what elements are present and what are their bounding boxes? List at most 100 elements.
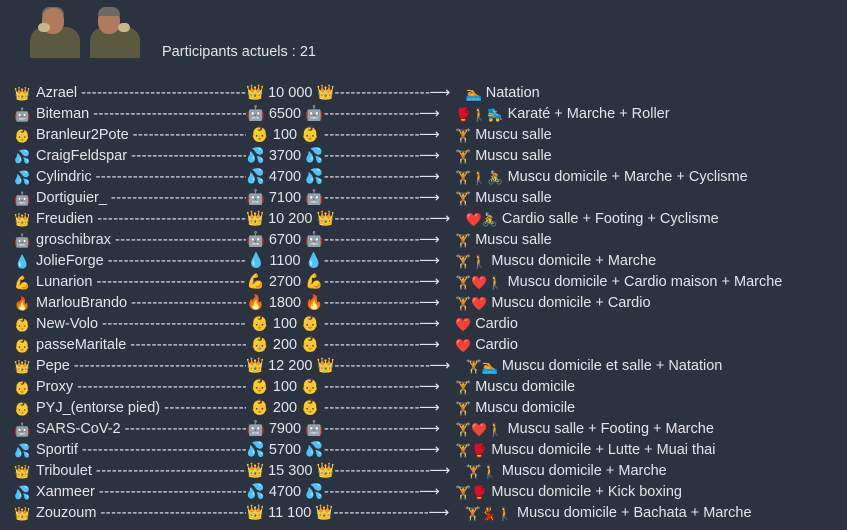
activity-label: Karaté + Marche + Roller bbox=[507, 106, 670, 122]
activity-icons: 🏋️🚶🚴 bbox=[455, 170, 504, 185]
separator-dashes: ----------------------------------------… bbox=[95, 463, 246, 479]
participant-name: Pepe bbox=[36, 358, 70, 374]
score-value: 10 200 bbox=[268, 211, 313, 227]
rank-icon: 💧 bbox=[14, 254, 31, 269]
rank-icon: 👶 bbox=[250, 379, 269, 395]
participant-score: 👶 200 👶 bbox=[246, 398, 324, 419]
rank-icon: 💧 bbox=[247, 253, 266, 269]
activity-icons: 🏋️ bbox=[455, 149, 472, 164]
separator-dashes: ----------------------------------------… bbox=[334, 358, 430, 374]
rank-icon: 👑 bbox=[315, 505, 334, 521]
list-item: 👑Azrael---------------------------------… bbox=[14, 83, 782, 104]
participant-lead: 👶 Branleur2Pote--------------------------… bbox=[14, 125, 246, 146]
rank-icon: 👑 bbox=[246, 505, 265, 521]
rank-icon: 🤖 bbox=[14, 422, 31, 437]
activity-icons: 🏋️💃🚶 bbox=[464, 506, 514, 521]
separator-dashes: ----------------------------------------… bbox=[164, 400, 246, 416]
activity-label: Muscu domicile + Marche + Cyclisme bbox=[507, 169, 748, 185]
list-item: 👑Freudien-------------------------------… bbox=[14, 209, 782, 230]
participant-name: Dortiguier_ bbox=[36, 190, 107, 206]
activity-label: Natation bbox=[485, 85, 540, 101]
activity-icons: ❤️ bbox=[455, 317, 472, 332]
activity-label: Muscu domicile + Kick boxing bbox=[491, 484, 682, 500]
arrow-icon: ⟶ bbox=[419, 148, 440, 164]
activity-label: Muscu domicile bbox=[475, 379, 576, 395]
activity-icons: 🏋️ bbox=[455, 233, 472, 248]
activity-label: Muscu salle bbox=[475, 148, 552, 164]
participant-lead: 🤖 groschibrax----------------------------… bbox=[14, 230, 246, 251]
separator-dashes: ----------------------------------------… bbox=[124, 421, 246, 437]
participant-lead: 👑 Freudien-------------------------------… bbox=[14, 209, 246, 230]
score-value: 7100 bbox=[268, 190, 302, 206]
participant-lead: 👑 Pepe-----------------------------------… bbox=[14, 356, 246, 377]
activity-label: Muscu domicile + Bachata + Marche bbox=[517, 505, 752, 521]
rank-icon: 🔥 bbox=[305, 295, 324, 311]
rank-icon: 💦 bbox=[305, 442, 324, 458]
separator-dashes: ----------------------------------------… bbox=[324, 148, 419, 164]
separator-dashes: ----------------------------------------… bbox=[324, 274, 419, 290]
rank-icon: 🔥 bbox=[14, 296, 31, 311]
arrow-icon: ⟶ bbox=[419, 106, 440, 122]
separator-dashes: ----------------------------------------… bbox=[324, 106, 419, 122]
participant-name: Lunarion bbox=[36, 274, 93, 290]
rank-icon: 👶 bbox=[301, 127, 320, 143]
rank-icon: 💪 bbox=[305, 274, 324, 290]
list-item: 💦Xanmeer--------------------------------… bbox=[14, 482, 782, 503]
participant-name: Cylindric bbox=[36, 169, 92, 185]
participant-name: SARS-CoV-2 bbox=[36, 421, 121, 437]
activity-icons: 🏋️ bbox=[455, 401, 472, 416]
separator-dashes: ----------------------------------------… bbox=[81, 442, 246, 458]
activity-label: Cardio salle + Footing + Cyclisme bbox=[501, 211, 719, 227]
participant-score: 👑 12 200 👑 bbox=[246, 356, 335, 377]
activity-label: Muscu domicile + Cardio bbox=[491, 295, 651, 311]
participant-score: 👶 100 👶 bbox=[246, 377, 324, 398]
participant-score: 🔥 1800 🔥 bbox=[246, 293, 324, 314]
activity-icons: 🏋️ bbox=[455, 128, 472, 143]
activity-label: Muscu domicile + Cardio maison + Marche bbox=[507, 274, 783, 290]
separator-dashes: ----------------------------------------… bbox=[110, 190, 246, 206]
rank-icon: 💦 bbox=[246, 442, 265, 458]
activity-label: Muscu domicile + Marche bbox=[491, 253, 657, 269]
activity-label: Muscu salle bbox=[475, 190, 552, 206]
activity-icons: 🏋️ bbox=[455, 191, 472, 206]
participant-lead: 💦 CraigFeldspar--------------------------… bbox=[14, 146, 246, 167]
separator-dashes: ----------------------------------------… bbox=[93, 106, 246, 122]
participant-score: 👑 10 200 👑 bbox=[246, 209, 335, 230]
separator-dashes: ----------------------------------------… bbox=[107, 253, 246, 269]
participant-lead: 💪 Lunarion-------------------------------… bbox=[14, 272, 246, 293]
separator-dashes: ----------------------------------------… bbox=[131, 148, 246, 164]
participant-name: Zouzoum bbox=[36, 505, 97, 521]
participant-name: groschibrax bbox=[36, 232, 111, 248]
participant-lead: 👶 New-Volo-------------------------------… bbox=[14, 314, 246, 335]
participant-lead: 👶 Proxy----------------------------------… bbox=[14, 377, 246, 398]
score-value: 200 bbox=[272, 337, 298, 353]
participant-name: MarlouBrando bbox=[36, 295, 128, 311]
activity-label: Cardio bbox=[475, 316, 518, 332]
score-value: 100 bbox=[272, 379, 298, 395]
list-item: 🔥MarlouBrando---------------------------… bbox=[14, 293, 782, 314]
participant-lead: 👑 Triboulet------------------------------… bbox=[14, 461, 246, 482]
participant-score: 👑 11 100 👑 bbox=[246, 503, 333, 524]
separator-dashes: ----------------------------------------… bbox=[334, 211, 430, 227]
separator-dashes: ----------------------------------------… bbox=[334, 85, 430, 101]
arrow-icon: ⟶ bbox=[419, 337, 440, 353]
separator-dashes: ----------------------------------------… bbox=[132, 127, 246, 143]
participant-score: 👶 200 👶 bbox=[246, 335, 324, 356]
separator-dashes: ----------------------------------------… bbox=[97, 211, 246, 227]
rank-icon: 💧 bbox=[304, 253, 323, 269]
activity-icons: 🥊🚶🛼 bbox=[455, 107, 504, 122]
participant-score: 💦 4700 💦 bbox=[246, 167, 324, 188]
arrow-icon: ⟶ bbox=[419, 421, 440, 437]
participant-name: CraigFeldspar bbox=[36, 148, 128, 164]
rank-icon: 👶 bbox=[14, 380, 31, 395]
rank-icon: 💦 bbox=[14, 485, 31, 500]
separator-dashes: ----------------------------------------… bbox=[324, 484, 419, 500]
activity-icons: 🏋️🥊 bbox=[455, 485, 488, 500]
rank-icon: 👶 bbox=[14, 401, 31, 416]
score-value: 7900 bbox=[268, 421, 302, 437]
participant-score: 💪 2700 💪 bbox=[246, 272, 324, 293]
rank-icon: 💦 bbox=[246, 169, 265, 185]
activity-label: Muscu domicile bbox=[475, 400, 576, 416]
list-item: 👶passeMaritale--------------------------… bbox=[14, 335, 782, 356]
activity-label: Muscu salle + Footing + Marche bbox=[507, 421, 714, 437]
